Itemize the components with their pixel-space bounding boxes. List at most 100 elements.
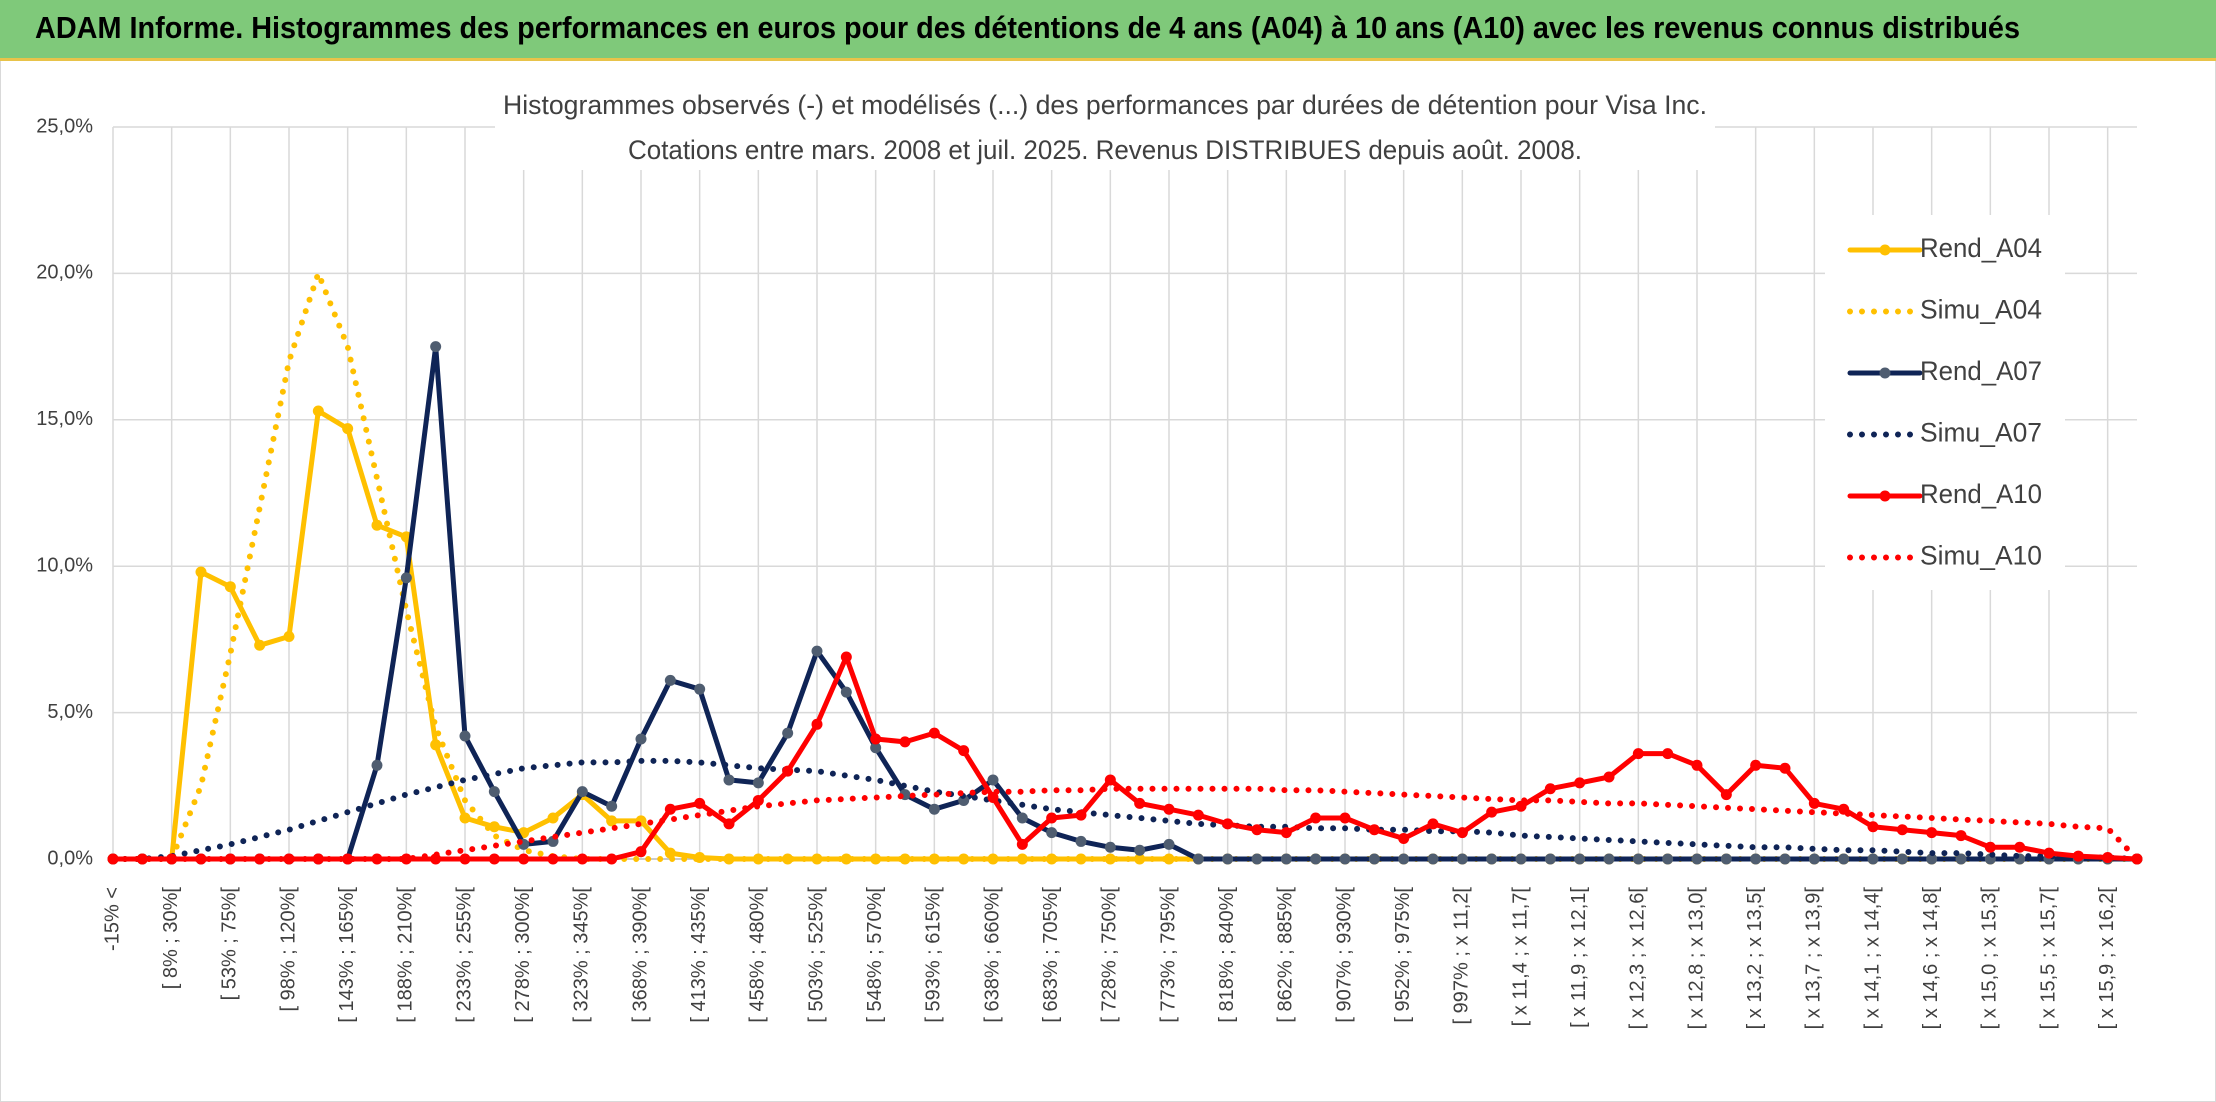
chart-subtitle: Cotations entre mars. 2008 et juil. 2025… (628, 135, 1582, 165)
data-point (518, 853, 530, 865)
data-point (1310, 853, 1322, 865)
header-bar (0, 0, 2216, 58)
data-point (694, 797, 706, 809)
data-point (1926, 827, 1938, 839)
data-point (1046, 812, 1058, 824)
x-tick-label: [ 188% ; 210%[ (395, 887, 417, 1023)
model-line (110, 785, 2140, 862)
x-tick-label: [ 548% ; 570%[ (864, 887, 886, 1023)
data-point (664, 803, 676, 815)
data-point (840, 651, 852, 663)
x-tick-label: [ 8% ; 30%[ (160, 887, 182, 990)
y-tick-label: 15,0% (36, 408, 93, 430)
x-tick-label: [ x 14,6 ; x 14,8[ (1920, 887, 1942, 1030)
data-point (1691, 759, 1703, 771)
x-tick-label: [ 143% ; 165%[ (336, 887, 358, 1023)
x-tick-label: [ 233% ; 255%[ (453, 887, 475, 1023)
data-point (1163, 838, 1175, 850)
data-point (547, 812, 559, 824)
data-point (1750, 853, 1762, 865)
data-point (1222, 853, 1234, 865)
x-tick-label: [ x 15,9 ; x 16,2[ (2096, 887, 2118, 1030)
data-point (1662, 853, 1674, 865)
data-point (1104, 841, 1116, 853)
data-point (283, 630, 295, 642)
data-point (987, 774, 999, 786)
chart-title: Histogrammes observés (-) et modélisés (… (503, 90, 1707, 120)
data-point (635, 733, 647, 745)
data-point (1779, 853, 1791, 865)
x-tick-label: [ x 13,2 ; x 13,5[ (1744, 887, 1766, 1030)
data-point (1046, 853, 1058, 865)
x-tick-label: [ 638% ; 660%[ (981, 887, 1003, 1023)
data-point (195, 853, 207, 865)
data-point (2043, 847, 2055, 859)
data-point (1515, 853, 1527, 865)
x-tick-label: [ x 12,8 ; x 13,0[ (1685, 887, 1707, 1030)
data-point (1544, 783, 1556, 795)
data-point (1104, 774, 1116, 786)
legend-label: Rend_A04 (1920, 233, 2042, 263)
x-tick-label: [ 368% ; 390%[ (629, 887, 651, 1023)
x-tick-label: [ 773% ; 795%[ (1157, 887, 1179, 1023)
data-point (723, 818, 735, 830)
y-tick-label: 10,0% (36, 554, 93, 576)
legend-label: Rend_A07 (1920, 356, 2042, 386)
data-point (928, 803, 940, 815)
data-point (1486, 853, 1498, 865)
data-point (2102, 852, 2114, 864)
data-point (254, 639, 266, 651)
legend-label: Simu_A10 (1920, 541, 2042, 571)
data-point (1984, 841, 1996, 853)
data-point (1134, 844, 1146, 856)
y-tick-label: 0,0% (47, 847, 93, 869)
data-point (576, 786, 588, 798)
x-tick-label: [ 413% ; 435%[ (688, 887, 710, 1023)
x-tick-label: [ x 12,3 ; x 12,6[ (1627, 887, 1649, 1030)
x-tick-label: [ x 13,7 ; x 13,9[ (1803, 887, 1825, 1030)
data-point (488, 853, 500, 865)
data-point (1750, 759, 1762, 771)
data-point (1603, 853, 1615, 865)
data-point (371, 759, 383, 771)
x-tick-label: [ 593% ; 615%[ (923, 887, 945, 1023)
legend-marker (1879, 490, 1891, 502)
data-point (2014, 841, 2026, 853)
data-point (1515, 800, 1527, 812)
data-point (1163, 803, 1175, 815)
data-point (430, 739, 442, 751)
data-point (1016, 838, 1028, 850)
data-point (1398, 853, 1410, 865)
header-title: ADAM Informe. Histogrammes des performan… (35, 10, 2020, 45)
data-point (1456, 853, 1468, 865)
data-point (664, 674, 676, 686)
x-tick-label: [ x 14,1 ; x 14,4[ (1861, 887, 1883, 1030)
data-point (1222, 818, 1234, 830)
data-point (840, 686, 852, 698)
data-point (488, 786, 500, 798)
data-point (400, 572, 412, 584)
data-point (752, 794, 764, 806)
data-point (870, 742, 882, 754)
model-line (110, 757, 2140, 862)
x-tick-label: [ 323% ; 345%[ (571, 887, 593, 1023)
observed-line (110, 654, 2140, 862)
data-point (1955, 830, 1967, 842)
x-tick-label: [ 98% ; 120%[ (277, 887, 299, 1012)
data-point (1486, 806, 1498, 818)
x-tick-label: [ x 11,4 ; x 11,7[ (1509, 887, 1531, 1027)
data-point (224, 581, 236, 593)
data-point (694, 683, 706, 695)
header-rule (0, 58, 2216, 61)
data-point (459, 853, 471, 865)
data-point (1310, 812, 1322, 824)
data-point (430, 341, 442, 353)
data-point (371, 519, 383, 531)
data-point (635, 846, 647, 858)
y-tick-label: 5,0% (47, 701, 93, 723)
x-tick-label: [ 818% ; 840%[ (1216, 887, 1238, 1023)
data-point (782, 853, 794, 865)
data-point (606, 815, 618, 827)
data-point (488, 821, 500, 833)
data-point (342, 853, 354, 865)
